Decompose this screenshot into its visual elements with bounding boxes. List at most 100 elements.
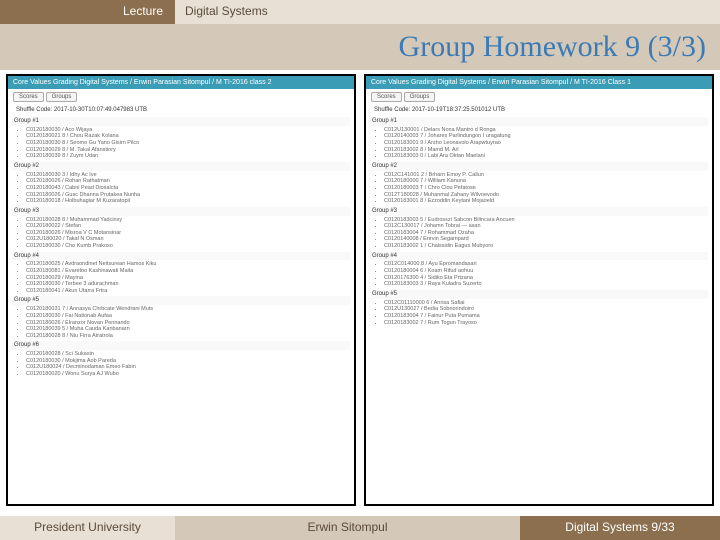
tabs-row: ScoresGroups	[8, 89, 354, 105]
member-list: C012C141001 2 / Brharn Emoy P. CallunC01…	[370, 172, 708, 205]
list-item: C0120183002 8 / Mamd M. Arl	[384, 147, 708, 154]
tab-scores[interactable]: Scores	[13, 92, 44, 102]
list-item: C0120180018 / Holbuhagiar M Kuzaratopil	[26, 198, 350, 205]
group-block: Group #4C0120180025 / Avdraondinet Neits…	[12, 252, 350, 295]
member-list: C0120180028 / Sci SukasinC0120180030 / M…	[12, 351, 350, 377]
course-label: Digital Systems	[175, 0, 720, 24]
list-item: C0120180028 8 / Muhammad Yadcinsy	[26, 217, 350, 224]
group-title: Group #3	[370, 207, 708, 216]
list-item: C0120180022 / Stefan	[26, 223, 350, 230]
group-title: Group #4	[12, 252, 350, 261]
group-title: Group #2	[370, 162, 708, 171]
member-list: C012U130001 / Delars Nona Mantro d Ronga…	[370, 127, 708, 160]
list-item: C0120180003 T / Chro Clou Pefatose	[384, 185, 708, 192]
member-list: C0120180031 7 / Annasya Chrbcate Wendran…	[12, 306, 350, 339]
list-item: C0120176300 4 / Sidiko Eta Prtzana	[384, 275, 708, 282]
list-item: C012U180024 / Decminodaman Emeo Fabin	[26, 364, 350, 371]
panel-header: Core Values Grading Digital Systems / Er…	[8, 76, 354, 89]
group-title: Group #4	[370, 252, 708, 261]
list-item: C0120180031 7 / Annasya Chrbcate Wendran…	[26, 306, 350, 313]
list-item: C0120183002 1 / Chaissidin Eagus Mubyoro	[384, 243, 708, 250]
list-item: C0120180039 8 / Zuym Udan	[26, 153, 350, 160]
group-title: Group #5	[370, 290, 708, 299]
list-item: C0120183003 5 / Eudrosszi Sabcon Bilinca…	[384, 217, 708, 224]
list-item: C012U130001 / Delars Nona Mantro d Ronga	[384, 127, 708, 134]
group-block: Group #2C0120180030 3 / Idhy Ac IveC0120…	[12, 162, 350, 205]
member-list: C0120183003 5 / Eudrosszi Sabcon Bilinca…	[370, 217, 708, 250]
list-item: C012U180020 / Takal N Osman	[26, 236, 350, 243]
tab-groups[interactable]: Groups	[404, 92, 436, 102]
tab-scores[interactable]: Scores	[371, 92, 402, 102]
list-item: C0120183001 8 / Ezzoddin Keytani Mojaoel…	[384, 198, 708, 205]
list-item: C012U130027 / Bedia Sobnorindoiro	[384, 306, 708, 313]
list-item: C0120180030 / Mokjima Aob Pareda	[26, 358, 350, 365]
list-item: C0120180030 / Aco Wijaya	[26, 127, 350, 134]
group-block: Group #3C0120180028 8 / Muhammad Yadcins…	[12, 207, 350, 250]
list-item: C0120180043 / Cabni Pead Diosalcta	[26, 185, 350, 192]
list-item: C0120180026 / Misroa V C Motansinar	[26, 230, 350, 237]
list-item: C0120180041 / Akun Utarra Frtra	[26, 288, 350, 295]
list-item: C012T180028 / Muhanmal Zahany Wilvoevodo	[384, 192, 708, 199]
list-item: C0120140003 7 / Johares Parlindungon I u…	[384, 133, 708, 140]
panel-body: Group #1C0120180030 / Aco WijayaC0120180…	[8, 115, 354, 383]
list-item: C0120180030 3 / Idhy Ac Ive	[26, 172, 350, 179]
panel-body: Group #1C012U130001 / Delars Nona Mantro…	[366, 115, 712, 331]
shuffle-code: Shuffle Code: 2017-10-30T10:07:49.047983…	[8, 105, 354, 115]
group-block: Group #5C0120180031 7 / Annasya Chrbcate…	[12, 296, 350, 339]
list-item: C0120180026 / Gusc Dhanna Prutakea Nunha	[26, 192, 350, 199]
group-block: Group #4C012C014000.8 / Ayu Epromandasar…	[370, 252, 708, 288]
list-item: C0120180025 / Avdraondinet Neitsurean Ha…	[26, 261, 350, 268]
group-block: Group #5C012C01110000 6 / Anrisa SafiaiC…	[370, 290, 708, 326]
member-list: C0120180030 / Aco WijayaC0120180021 8 / …	[12, 127, 350, 160]
member-list: C0120180028 8 / Muhammad YadcinsyC012018…	[12, 217, 350, 250]
panel-header: Core Values Grading Digital Systems / Er…	[366, 76, 712, 89]
list-item: C0120183004 7 / Rohammad Ozaha	[384, 230, 708, 237]
list-item: C0120183004 7 / Fainur Puta Pumama	[384, 313, 708, 320]
panel-left: Core Values Grading Digital Systems / Er…	[6, 74, 356, 506]
member-list: C012C014000.8 / Ayu EpromandasariC012018…	[370, 261, 708, 287]
group-block: Group #2C012C141001 2 / Brharn Emoy P. C…	[370, 162, 708, 205]
footer-center: Erwin Sitompul	[175, 516, 520, 540]
list-item: C0120180029 / Mayina	[26, 275, 350, 282]
list-item: C0120180004 6 / Koam Rifud aohuu	[384, 268, 708, 275]
list-item: C0120180081 / Evaretoo Kashinawati Maita	[26, 268, 350, 275]
page-title: Group Homework 9 (3/3)	[0, 24, 720, 70]
tabs-row: ScoresGroups	[366, 89, 712, 105]
group-title: Group #2	[12, 162, 350, 171]
list-item: C0120140008 / Enrvin Segampard	[384, 236, 708, 243]
list-item: C0120183001 9 / Arsho Leonavolo Arapwtuy…	[384, 140, 708, 147]
list-item: C012C141001 2 / Brharn Emoy P. Callun	[384, 172, 708, 179]
footer-right: Digital Systems 9/33	[520, 516, 720, 540]
panel-right: Core Values Grading Digital Systems / Er…	[364, 74, 714, 506]
list-item: C0120180028 / Sci Sukasin	[26, 351, 350, 358]
list-item: C0120180030 8 / Seomo Gu Yano Gisirn Pil…	[26, 140, 350, 147]
list-item: C0120180000 7 / William Kanuna	[384, 178, 708, 185]
list-item: C0120180029 8 / M. Takal Afanstiory	[26, 147, 350, 154]
list-item: C0120180021 8 / Chou Razak Kolana	[26, 133, 350, 140]
list-item: C012C130017 / Johamn Tobrai — asan	[384, 223, 708, 230]
list-item: C0120180026 / Rohan Rathatman	[26, 178, 350, 185]
lecture-label: Lecture	[0, 0, 175, 24]
group-block: Group #1C012U130001 / Delars Nona Mantro…	[370, 117, 708, 160]
list-item: C0120180030 / Cho Kumb Prakoso	[26, 243, 350, 250]
list-item: C0120180030 / Fai Nationab Aufaa	[26, 313, 350, 320]
list-item: C0120183003 3 / Raya Kuladra Suzerto	[384, 281, 708, 288]
list-item: C0120180030 / Terbee 3 adurachman	[26, 281, 350, 288]
footer-bar: President University Erwin Sitompul Digi…	[0, 516, 720, 540]
member-list: C0120180030 3 / Idhy Ac IveC0120180026 /…	[12, 172, 350, 205]
list-item: C0120180020 / Wonu Surya AJ Wubo	[26, 371, 350, 378]
group-title: Group #1	[370, 117, 708, 126]
group-title: Group #5	[12, 296, 350, 305]
list-item: C0120183002 7 / Rum Togun Trayoso	[384, 320, 708, 327]
group-title: Group #6	[12, 341, 350, 350]
footer-left: President University	[0, 516, 175, 540]
list-item: C0120180026 / Elranzor Novan Pennando	[26, 320, 350, 327]
list-item: C0120180028 8 / Niu Firra Atratrola	[26, 333, 350, 340]
shuffle-code: Shuffle Code: 2017-10-19T18:37:25.501012…	[366, 105, 712, 115]
group-block: Group #3C0120183003 5 / Eudrosszi Sabcon…	[370, 207, 708, 250]
group-block: Group #6C0120180028 / Sci SukasinC012018…	[12, 341, 350, 377]
member-list: C0120180025 / Avdraondinet Neitsurean Ha…	[12, 261, 350, 294]
tab-groups[interactable]: Groups	[46, 92, 78, 102]
group-block: Group #1C0120180030 / Aco WijayaC0120180…	[12, 117, 350, 160]
list-item: C0120183003 0 / Labi Ara Oktan Maelani	[384, 153, 708, 160]
